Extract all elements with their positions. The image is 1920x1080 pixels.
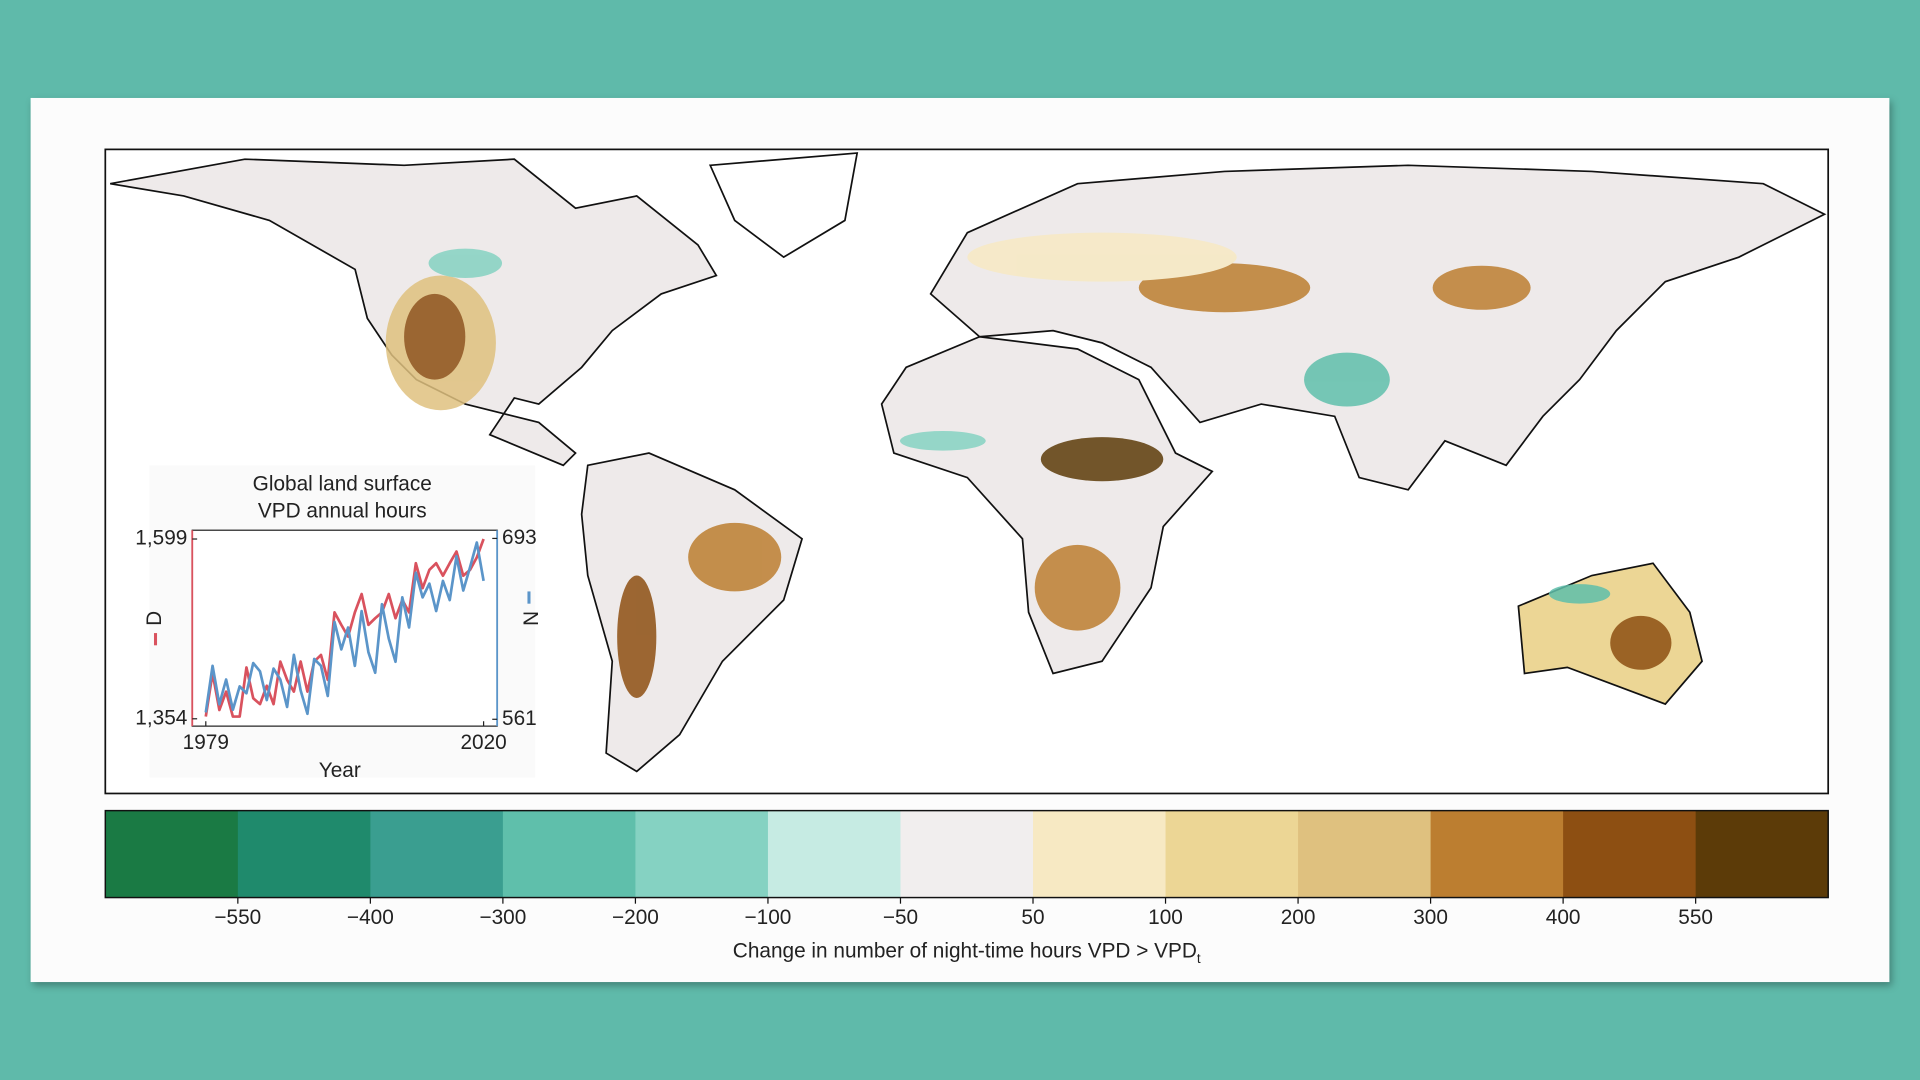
colorbar-bin: [1298, 810, 1432, 898]
inset-title: VPD annual hours: [258, 499, 427, 522]
y-tick-label: 1,354: [135, 706, 187, 729]
figure-content: −550 −400 −300 −200 −100 −50 50 100 200 300 400 550…: [30, 97, 1890, 983]
colorbar-bin: [370, 810, 504, 898]
colorbar-bin: [1563, 810, 1697, 898]
shade: [1304, 352, 1390, 407]
colorbar-bin: [900, 810, 1034, 898]
colorbar-tick-label: −50: [883, 906, 918, 929]
colorbar-tick-label: 300: [1413, 906, 1448, 929]
colorbar-tick-label: −100: [745, 906, 792, 929]
colorbar-tick-label: 200: [1281, 906, 1316, 929]
legend-label: D: [143, 611, 166, 626]
colorbar-label-subscript: t: [1197, 950, 1201, 965]
axis-legend: N: [518, 591, 541, 626]
colorbar-label-main: Change in number of night-time hours VPD…: [733, 939, 1197, 962]
series-line: [204, 538, 485, 718]
map-shading: [385, 232, 1672, 698]
colorbar-bin: [635, 810, 769, 898]
colorbar-bin: [1695, 810, 1829, 898]
colorbar-tick-label: 550: [1678, 906, 1713, 929]
shade: [967, 232, 1237, 282]
y2-tick-label: 693: [502, 526, 537, 549]
colorbar-label: Change in number of night-time hours VPD…: [733, 939, 1201, 965]
map: [104, 148, 1830, 795]
series-line: [204, 541, 485, 716]
colorbar-bin: [1033, 810, 1167, 898]
colorbar-tick-label: −550: [214, 906, 261, 929]
shade: [404, 293, 466, 380]
shade: [617, 575, 657, 698]
shade: [900, 431, 986, 451]
colorbar-bin: [767, 810, 902, 898]
shade: [1548, 584, 1611, 604]
x-axis-label: Year: [319, 759, 361, 782]
colorbar-tick-label: 400: [1546, 906, 1581, 929]
legend-label: N: [518, 611, 541, 626]
greenland: [708, 152, 859, 259]
colorbar-bin: [237, 810, 371, 898]
colorbar-tick-label: 100: [1148, 906, 1183, 929]
x-tick-label: 1979: [183, 731, 229, 754]
shade: [428, 248, 503, 278]
colorbar-tick-label: 50: [1021, 906, 1044, 929]
colorbar-bin: [105, 810, 239, 898]
colorbar-bin: [502, 810, 637, 898]
x-tick-label: 2020: [460, 731, 506, 754]
y-tick-label: 1,599: [135, 527, 187, 550]
axis-legend: D: [143, 611, 166, 646]
inset-title: Global land surface: [253, 472, 432, 495]
colorbar-tick-label: −200: [612, 906, 659, 929]
colorbar-bin: [1430, 810, 1564, 898]
colorbar-frame: [104, 809, 1829, 899]
colorbar-tick-label: −300: [479, 906, 526, 929]
shade: [1040, 437, 1164, 482]
shade: [1432, 265, 1531, 310]
colorbar-bin: [1165, 810, 1299, 898]
shade: [688, 522, 782, 592]
shade: [1034, 544, 1121, 631]
y2-tick-label: 561: [502, 707, 537, 730]
africa: [880, 335, 1214, 675]
colorbar-tick-label: −400: [347, 906, 394, 929]
shade: [1610, 615, 1672, 670]
